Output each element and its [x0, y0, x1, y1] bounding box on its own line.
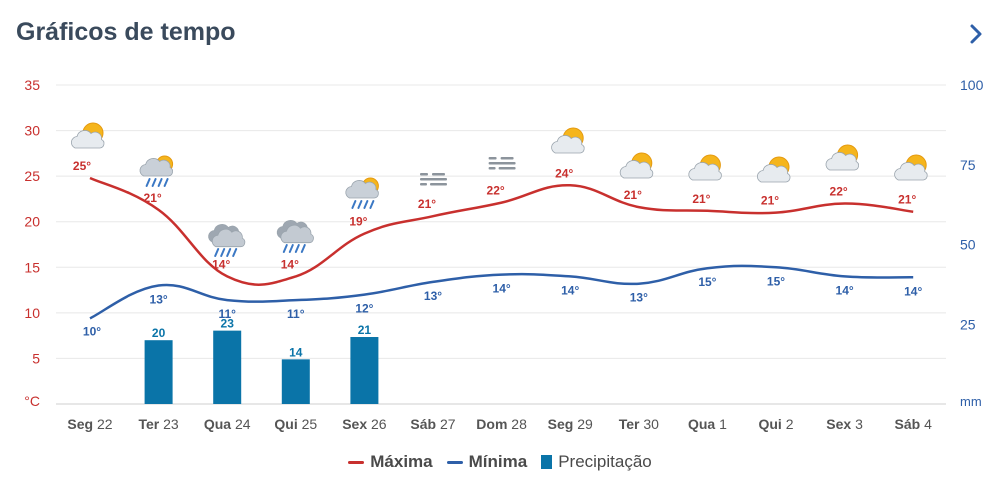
max-temp-label: 21°	[692, 192, 710, 206]
max-temp-label: 21°	[144, 191, 162, 205]
legend-swatch-min	[447, 461, 463, 464]
legend-label-max: Máxima	[370, 452, 432, 472]
sun-behind-cloud-icon	[71, 123, 104, 148]
x-tick-label: Sex 26	[342, 416, 387, 432]
x-tick-label: Qua 24	[204, 416, 251, 432]
precip-bar-label: 20	[152, 326, 166, 340]
min-temp-label: 13°	[150, 293, 168, 307]
fog-icon	[489, 157, 516, 170]
rain-partly-sunny-icon	[140, 156, 173, 186]
legend-swatch-precip	[541, 455, 552, 469]
precip-bar	[282, 359, 310, 404]
x-tick-label: Qui 2	[758, 416, 793, 432]
x-tick-label: Ter 30	[619, 416, 659, 432]
sun-behind-cloud-icon	[895, 155, 928, 180]
max-temp-label: 21°	[761, 194, 779, 208]
min-temp-label: 15°	[698, 275, 716, 289]
min-temp-label: 14°	[493, 282, 511, 296]
max-temp-label: 25°	[73, 159, 91, 173]
precip-bar-label: 21	[358, 323, 372, 337]
max-temp-label: 24°	[555, 166, 573, 180]
max-temp-label: 19°	[349, 215, 367, 229]
right-tick-label: 25	[960, 316, 976, 332]
right-axis-unit: mm	[960, 394, 982, 409]
x-tick-label: Seg 22	[67, 416, 112, 432]
max-temp-label: 22°	[487, 184, 505, 198]
sun-behind-cloud-icon	[757, 157, 790, 182]
left-tick-label: 5	[32, 350, 40, 366]
x-tick-label: Sex 3	[826, 416, 863, 432]
legend-item-max[interactable]: Máxima	[348, 452, 432, 472]
rain-partly-sunny-icon	[346, 178, 379, 208]
max-temp-label: 14°	[281, 257, 299, 271]
chart-legend: Máxima Mínima Precipitação	[0, 452, 1000, 472]
min-temp-label: 13°	[630, 291, 648, 305]
max-temp-label: 14°	[212, 257, 230, 271]
min-temp-label: 11°	[287, 307, 305, 321]
left-tick-label: 25	[24, 168, 40, 184]
right-tick-label: 50	[960, 237, 976, 253]
max-temp-label: 21°	[898, 193, 916, 207]
min-temp-label: 14°	[904, 284, 922, 298]
left-tick-label: 20	[24, 214, 40, 230]
x-tick-label: Dom 28	[476, 416, 527, 432]
legend-item-min[interactable]: Mínima	[447, 452, 528, 472]
min-temp-label: 14°	[561, 283, 579, 297]
sun-behind-cloud-icon	[552, 128, 585, 153]
x-tick-label: Ter 23	[138, 416, 178, 432]
weather-chart: 35 30 25 20 15 10 5 °C 100 75 50 25 mm Seg 22 Ter 23 Qu…	[0, 0, 1000, 450]
left-tick-label: 35	[24, 77, 40, 93]
legend-label-min: Mínima	[469, 452, 528, 472]
left-tick-label: 30	[24, 123, 40, 139]
left-tick-label: 15	[24, 259, 40, 275]
precip-bar	[145, 340, 173, 404]
right-tick-label: 75	[960, 157, 976, 173]
x-tick-label: Sáb 4	[895, 416, 933, 432]
x-tick-label: Seg 29	[548, 416, 593, 432]
min-temp-label: 10°	[83, 324, 101, 338]
legend-item-precip[interactable]: Precipitação	[541, 452, 652, 472]
rain-cloud-icon	[209, 224, 245, 256]
precip-bar	[213, 331, 241, 404]
rain-cloud-icon	[277, 220, 313, 252]
x-tick-label: Qui 25	[274, 416, 317, 432]
x-tick-label: Sáb 27	[410, 416, 455, 432]
fog-icon	[420, 173, 447, 186]
max-temp-label: 21°	[418, 197, 436, 211]
left-tick-label: 10	[24, 305, 40, 321]
min-temp-label: 13°	[424, 289, 442, 303]
min-temp-label: 14°	[836, 283, 854, 297]
legend-swatch-max	[348, 461, 364, 464]
left-axis-unit: °C	[24, 393, 40, 409]
max-temp-label: 21°	[624, 188, 642, 202]
sun-behind-cloud-icon	[689, 155, 722, 180]
min-temp-label: 12°	[355, 302, 373, 316]
min-temp-label: 11°	[218, 307, 236, 321]
right-tick-label: 100	[960, 77, 984, 93]
precip-bar-label: 14	[289, 345, 303, 359]
x-tick-label: Qua 1	[688, 416, 727, 432]
precip-bar	[350, 337, 378, 404]
sun-behind-cloud-icon	[826, 145, 859, 170]
max-temp-label: 22°	[830, 184, 848, 198]
sun-behind-cloud-icon	[620, 153, 653, 178]
min-temp-label: 15°	[767, 274, 785, 288]
legend-label-precip: Precipitação	[558, 452, 652, 472]
